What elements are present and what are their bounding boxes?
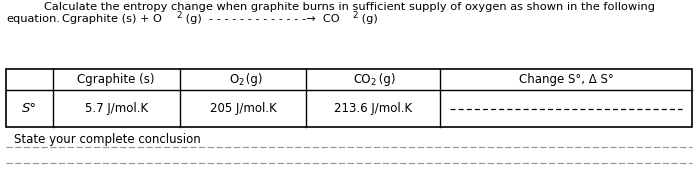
Text: 2: 2: [238, 77, 244, 87]
Text: 2: 2: [352, 11, 357, 20]
Text: Change S°, Δ S°: Change S°, Δ S°: [519, 73, 614, 86]
Text: equation.: equation.: [6, 14, 60, 24]
Text: Calculate the entropy change when graphite burns in sufficient supply of oxygen : Calculate the entropy change when graphi…: [43, 2, 655, 12]
Text: Cgraphite (s): Cgraphite (s): [77, 73, 155, 86]
Text: (g): (g): [242, 73, 262, 86]
Text: S°: S°: [22, 102, 37, 115]
Text: State your complete conclusion: State your complete conclusion: [14, 133, 201, 146]
Text: 2: 2: [176, 11, 181, 20]
Text: Cgraphite (s) + O: Cgraphite (s) + O: [62, 14, 162, 24]
Text: (g)  - - - - - - - - - - - - -→  CO: (g) - - - - - - - - - - - - -→ CO: [182, 14, 340, 24]
Bar: [6, 69, 692, 127]
Text: 213.6 J/mol.K: 213.6 J/mol.K: [334, 102, 413, 115]
Text: 5.7 J/mol.K: 5.7 J/mol.K: [84, 102, 148, 115]
Text: 2: 2: [371, 77, 376, 87]
Text: 205 J/mol.K: 205 J/mol.K: [209, 102, 276, 115]
Text: (g): (g): [376, 73, 396, 86]
Text: CO: CO: [353, 73, 371, 86]
Text: (g): (g): [358, 14, 378, 24]
Text: O: O: [229, 73, 238, 86]
